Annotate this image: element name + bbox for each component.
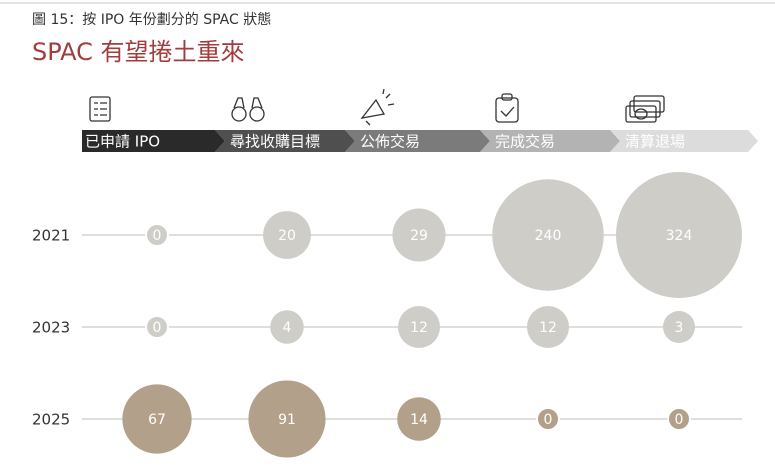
value-label: 67 xyxy=(148,412,166,428)
bubble xyxy=(662,310,696,344)
row-label: 2021 xyxy=(32,227,70,245)
value-label: 3 xyxy=(675,320,684,336)
row-label: 2025 xyxy=(32,411,70,429)
bubble xyxy=(397,397,441,441)
subtitle: 圖 15：按 IPO 年份劃分的 SPAC 狀態 xyxy=(32,12,271,28)
bubble xyxy=(122,384,192,454)
stage-arrow xyxy=(480,130,620,152)
bubble xyxy=(392,208,446,262)
value-label: 20 xyxy=(278,228,296,244)
stage-arrow xyxy=(345,130,490,152)
value-label: 0 xyxy=(675,412,684,428)
bubble xyxy=(536,407,560,431)
chart-title: SPAC 有望捲土重來 xyxy=(32,38,245,66)
value-label: 91 xyxy=(278,412,296,428)
bubble xyxy=(145,315,169,339)
value-label: 0 xyxy=(153,320,162,336)
value-label: 324 xyxy=(666,228,693,244)
bubble xyxy=(492,179,604,291)
value-label: 0 xyxy=(544,412,553,428)
value-label: 12 xyxy=(410,320,428,336)
bubble xyxy=(526,305,570,349)
row-label: 2023 xyxy=(32,319,70,337)
stage-label: 完成交易 xyxy=(495,133,555,151)
value-label: 29 xyxy=(410,228,428,244)
stage-label: 尋找收購目標 xyxy=(230,133,320,151)
value-label: 14 xyxy=(410,412,428,428)
bubble xyxy=(616,172,742,298)
stage-label: 已申請 IPO xyxy=(85,133,160,151)
stage-arrow xyxy=(82,130,225,152)
bubble xyxy=(667,407,691,431)
bubble xyxy=(397,305,441,349)
bubble xyxy=(263,211,311,259)
stage-label: 清算退場 xyxy=(625,133,685,151)
stage-arrow xyxy=(215,130,355,152)
stage-icons xyxy=(89,88,665,126)
bubble xyxy=(145,223,169,247)
value-label: 240 xyxy=(535,228,562,244)
value-label: 4 xyxy=(283,320,292,336)
bubble xyxy=(270,310,304,344)
stage-label: 公佈交易 xyxy=(360,133,420,151)
stage-arrow xyxy=(610,130,758,152)
value-label: 0 xyxy=(153,228,162,244)
bubble xyxy=(248,380,326,458)
value-label: 12 xyxy=(539,320,557,336)
